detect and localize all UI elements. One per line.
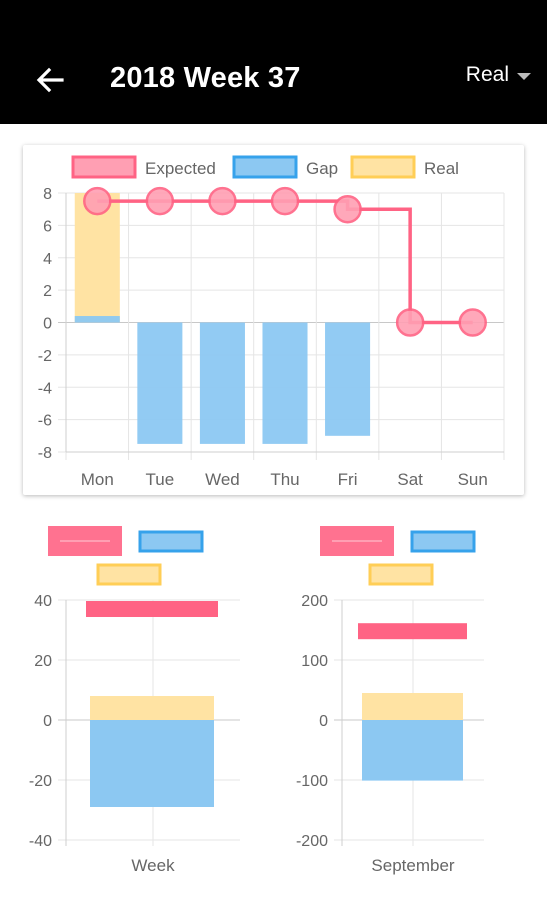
x-tick-label: Sun: [458, 470, 488, 489]
app-bar: 2018 Week 37 Real: [0, 0, 547, 124]
x-tick-label: Thu: [270, 470, 299, 489]
expected-point: [145, 186, 175, 216]
expected-point: [270, 186, 300, 216]
y-tick-label: -8: [38, 445, 52, 462]
bar-gap: [325, 322, 371, 436]
bar-gap: [262, 322, 308, 444]
x-tick-label: Week: [131, 856, 175, 875]
y-tick-label: -6: [38, 413, 52, 430]
legend-label-real: Real: [424, 159, 459, 178]
expected-point: [458, 308, 487, 337]
bar-gap: [199, 322, 245, 444]
legend-swatch-gap: [138, 530, 204, 553]
legend-swatch-gap: [232, 155, 298, 179]
bar-expected: [86, 601, 218, 617]
x-tick-label: Tue: [146, 470, 175, 489]
y-tick-label: 0: [43, 316, 52, 333]
y-tick-label: 4: [43, 251, 52, 268]
caret-down-icon: [517, 72, 531, 80]
page-title: 2018 Week 37: [110, 62, 301, 94]
x-tick-label: Wed: [205, 470, 240, 489]
legend-swatch-real: [350, 155, 416, 179]
legend-label-expected: Expected: [145, 159, 216, 178]
bar-gap: [90, 720, 214, 807]
y-tick-label: 0: [43, 713, 52, 730]
y-tick-label: 0: [319, 713, 328, 730]
bar-gap: [74, 316, 120, 323]
bar-expected: [358, 623, 467, 640]
y-tick-label: -4: [38, 380, 52, 397]
legend-swatch-expected: [71, 155, 137, 179]
x-tick-label: Mon: [81, 470, 114, 489]
expected-point: [333, 194, 362, 224]
y-tick-label: -40: [29, 833, 52, 850]
expected-point: [395, 308, 425, 337]
expected-point: [208, 186, 237, 216]
daily-chart: Expected Gap Real 8 6 4 2 0 -2 -4 -6 -8 Mon Tue Wed Thu…: [38, 155, 505, 489]
legend-swatch-gap: [410, 530, 476, 553]
mode-dropdown[interactable]: Real: [466, 63, 531, 87]
bar-real: [90, 696, 214, 720]
arrow-left-icon: [36, 67, 64, 93]
x-tick-label: Fri: [338, 470, 358, 489]
y-tick-label: 200: [301, 593, 328, 610]
expected-point: [83, 186, 112, 216]
legend-swatch-real: [368, 563, 434, 586]
legend-swatch-real: [96, 563, 162, 586]
y-tick-label: 6: [43, 218, 52, 235]
mode-dropdown-value: Real: [465, 63, 509, 86]
week-total-chart: 40 20 0 -20 -40 Week: [29, 526, 240, 875]
back-button[interactable]: [30, 60, 70, 100]
y-tick-label: 40: [34, 593, 52, 610]
bar-gap: [137, 322, 183, 444]
bar-real: [362, 693, 463, 720]
expected-line: [97, 199, 473, 325]
y-tick-label: -2: [38, 348, 52, 365]
y-tick-label: 20: [34, 653, 52, 670]
y-tick-label: -100: [296, 773, 328, 790]
weekly-chart-card: Expected Gap Real 8 6 4 2 0 -2 -4 -6 -8 Mon Tue Wed Thu…: [23, 145, 524, 495]
x-tick-label: September: [371, 856, 454, 875]
x-tick-label: Sat: [397, 470, 423, 489]
month-total-chart: 200 100 0 -100 -200 September: [296, 526, 484, 875]
legend-label-gap: Gap: [306, 159, 338, 178]
y-tick-label: 2: [43, 283, 52, 300]
bar-gap: [362, 720, 463, 781]
y-tick-label: 8: [43, 186, 52, 203]
y-tick-label: 100: [301, 653, 328, 670]
y-tick-label: -20: [29, 773, 52, 790]
y-tick-label: -200: [296, 833, 328, 850]
